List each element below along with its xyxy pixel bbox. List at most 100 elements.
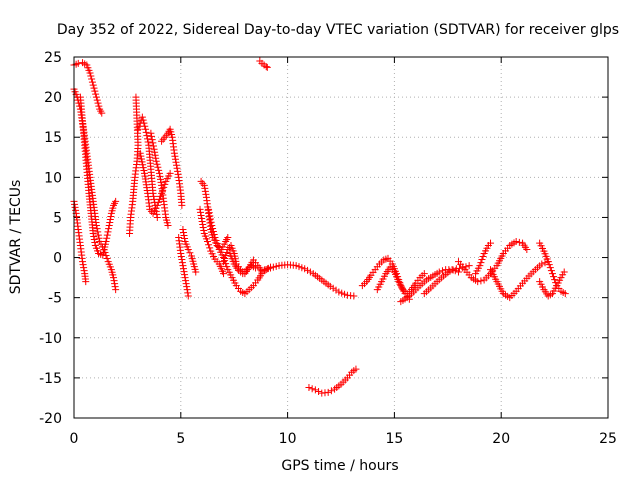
data-point xyxy=(112,197,120,205)
data-point xyxy=(153,201,161,209)
data-point xyxy=(221,255,229,263)
y-tick-label: 20 xyxy=(44,90,62,106)
data-point xyxy=(90,232,98,240)
data-point xyxy=(153,160,161,168)
data-point xyxy=(110,277,118,285)
data-point xyxy=(72,206,80,214)
data-point xyxy=(449,266,457,274)
data-point xyxy=(335,288,343,296)
data-point xyxy=(515,238,523,246)
data-point xyxy=(90,236,98,244)
data-point xyxy=(465,262,473,270)
data-point xyxy=(71,200,79,208)
data-point xyxy=(103,234,111,242)
data-point xyxy=(301,265,309,273)
data-point xyxy=(204,238,211,246)
data-point xyxy=(435,268,443,276)
data-point xyxy=(197,211,205,219)
data-point xyxy=(206,244,214,252)
data-point xyxy=(181,274,189,282)
series-track-h xyxy=(158,125,186,209)
series-track-d xyxy=(70,197,90,286)
y-tick-label: 10 xyxy=(44,170,62,186)
data-point xyxy=(91,87,99,95)
data-point xyxy=(324,388,332,396)
data-point xyxy=(151,151,159,159)
data-point xyxy=(177,253,185,261)
series-track-m xyxy=(196,205,228,278)
y-tick-label: -5 xyxy=(48,291,62,307)
data-point xyxy=(223,249,231,257)
data-point xyxy=(306,268,314,276)
data-point xyxy=(220,258,228,266)
data-point xyxy=(327,387,335,395)
data-point xyxy=(308,385,316,393)
data-point xyxy=(71,203,79,211)
data-point xyxy=(92,90,100,98)
series-track-q xyxy=(258,261,358,300)
chart-title: Day 352 of 2022, Sidereal Day-to-day VTE… xyxy=(57,22,619,38)
data-point xyxy=(211,234,219,241)
data-point xyxy=(196,205,204,213)
data-point xyxy=(126,229,134,237)
series-track-b xyxy=(70,85,120,294)
data-point xyxy=(152,157,160,165)
data-point xyxy=(161,180,169,188)
data-point xyxy=(140,166,148,174)
data-point xyxy=(182,277,190,285)
data-point xyxy=(295,263,303,271)
data-point xyxy=(154,163,162,171)
data-point xyxy=(149,139,157,147)
data-point xyxy=(214,243,222,251)
data-point xyxy=(476,262,484,270)
data-point xyxy=(210,230,218,238)
data-point xyxy=(90,84,98,92)
data-point xyxy=(538,260,546,268)
series-track-a xyxy=(70,59,106,117)
data-point xyxy=(111,283,119,291)
data-point xyxy=(173,164,181,172)
x-axis-label: GPS time / hours xyxy=(281,458,398,474)
grid xyxy=(74,57,608,418)
data-point xyxy=(107,212,115,220)
series-track-j xyxy=(175,234,192,300)
series-track-c xyxy=(76,93,120,259)
data-point xyxy=(170,149,178,157)
data-point xyxy=(140,119,148,127)
data-point xyxy=(166,169,174,177)
series-track-p xyxy=(226,250,260,278)
data-point xyxy=(261,266,269,274)
data-point xyxy=(205,205,213,213)
data-point xyxy=(137,155,145,163)
data-point xyxy=(541,259,549,267)
data-point xyxy=(156,172,164,180)
data-point xyxy=(305,384,313,392)
data-point xyxy=(341,290,349,298)
data-point xyxy=(138,113,146,121)
series-track-e xyxy=(126,93,142,237)
data-point xyxy=(157,178,165,186)
data-point xyxy=(144,138,152,146)
x-tick-label: 5 xyxy=(176,431,185,447)
data-point xyxy=(544,258,552,266)
data-point xyxy=(199,223,207,231)
data-point xyxy=(91,239,99,247)
y-tick-label: -20 xyxy=(39,411,62,427)
data-point xyxy=(95,234,103,242)
data-point xyxy=(92,93,100,101)
data-point xyxy=(200,181,208,189)
series-track-v xyxy=(397,266,462,306)
y-tick-label: -15 xyxy=(39,371,62,387)
series-track-r xyxy=(256,57,271,71)
data-point xyxy=(184,289,192,297)
data-point xyxy=(111,280,119,288)
series-track-u xyxy=(373,263,428,298)
data-point xyxy=(206,212,214,220)
data-point xyxy=(183,283,191,291)
data-point xyxy=(142,128,150,136)
data-point xyxy=(183,286,191,294)
data-point xyxy=(209,227,217,235)
x-tick-label: 0 xyxy=(70,431,79,447)
data-point xyxy=(89,229,97,237)
data-point xyxy=(139,161,147,169)
